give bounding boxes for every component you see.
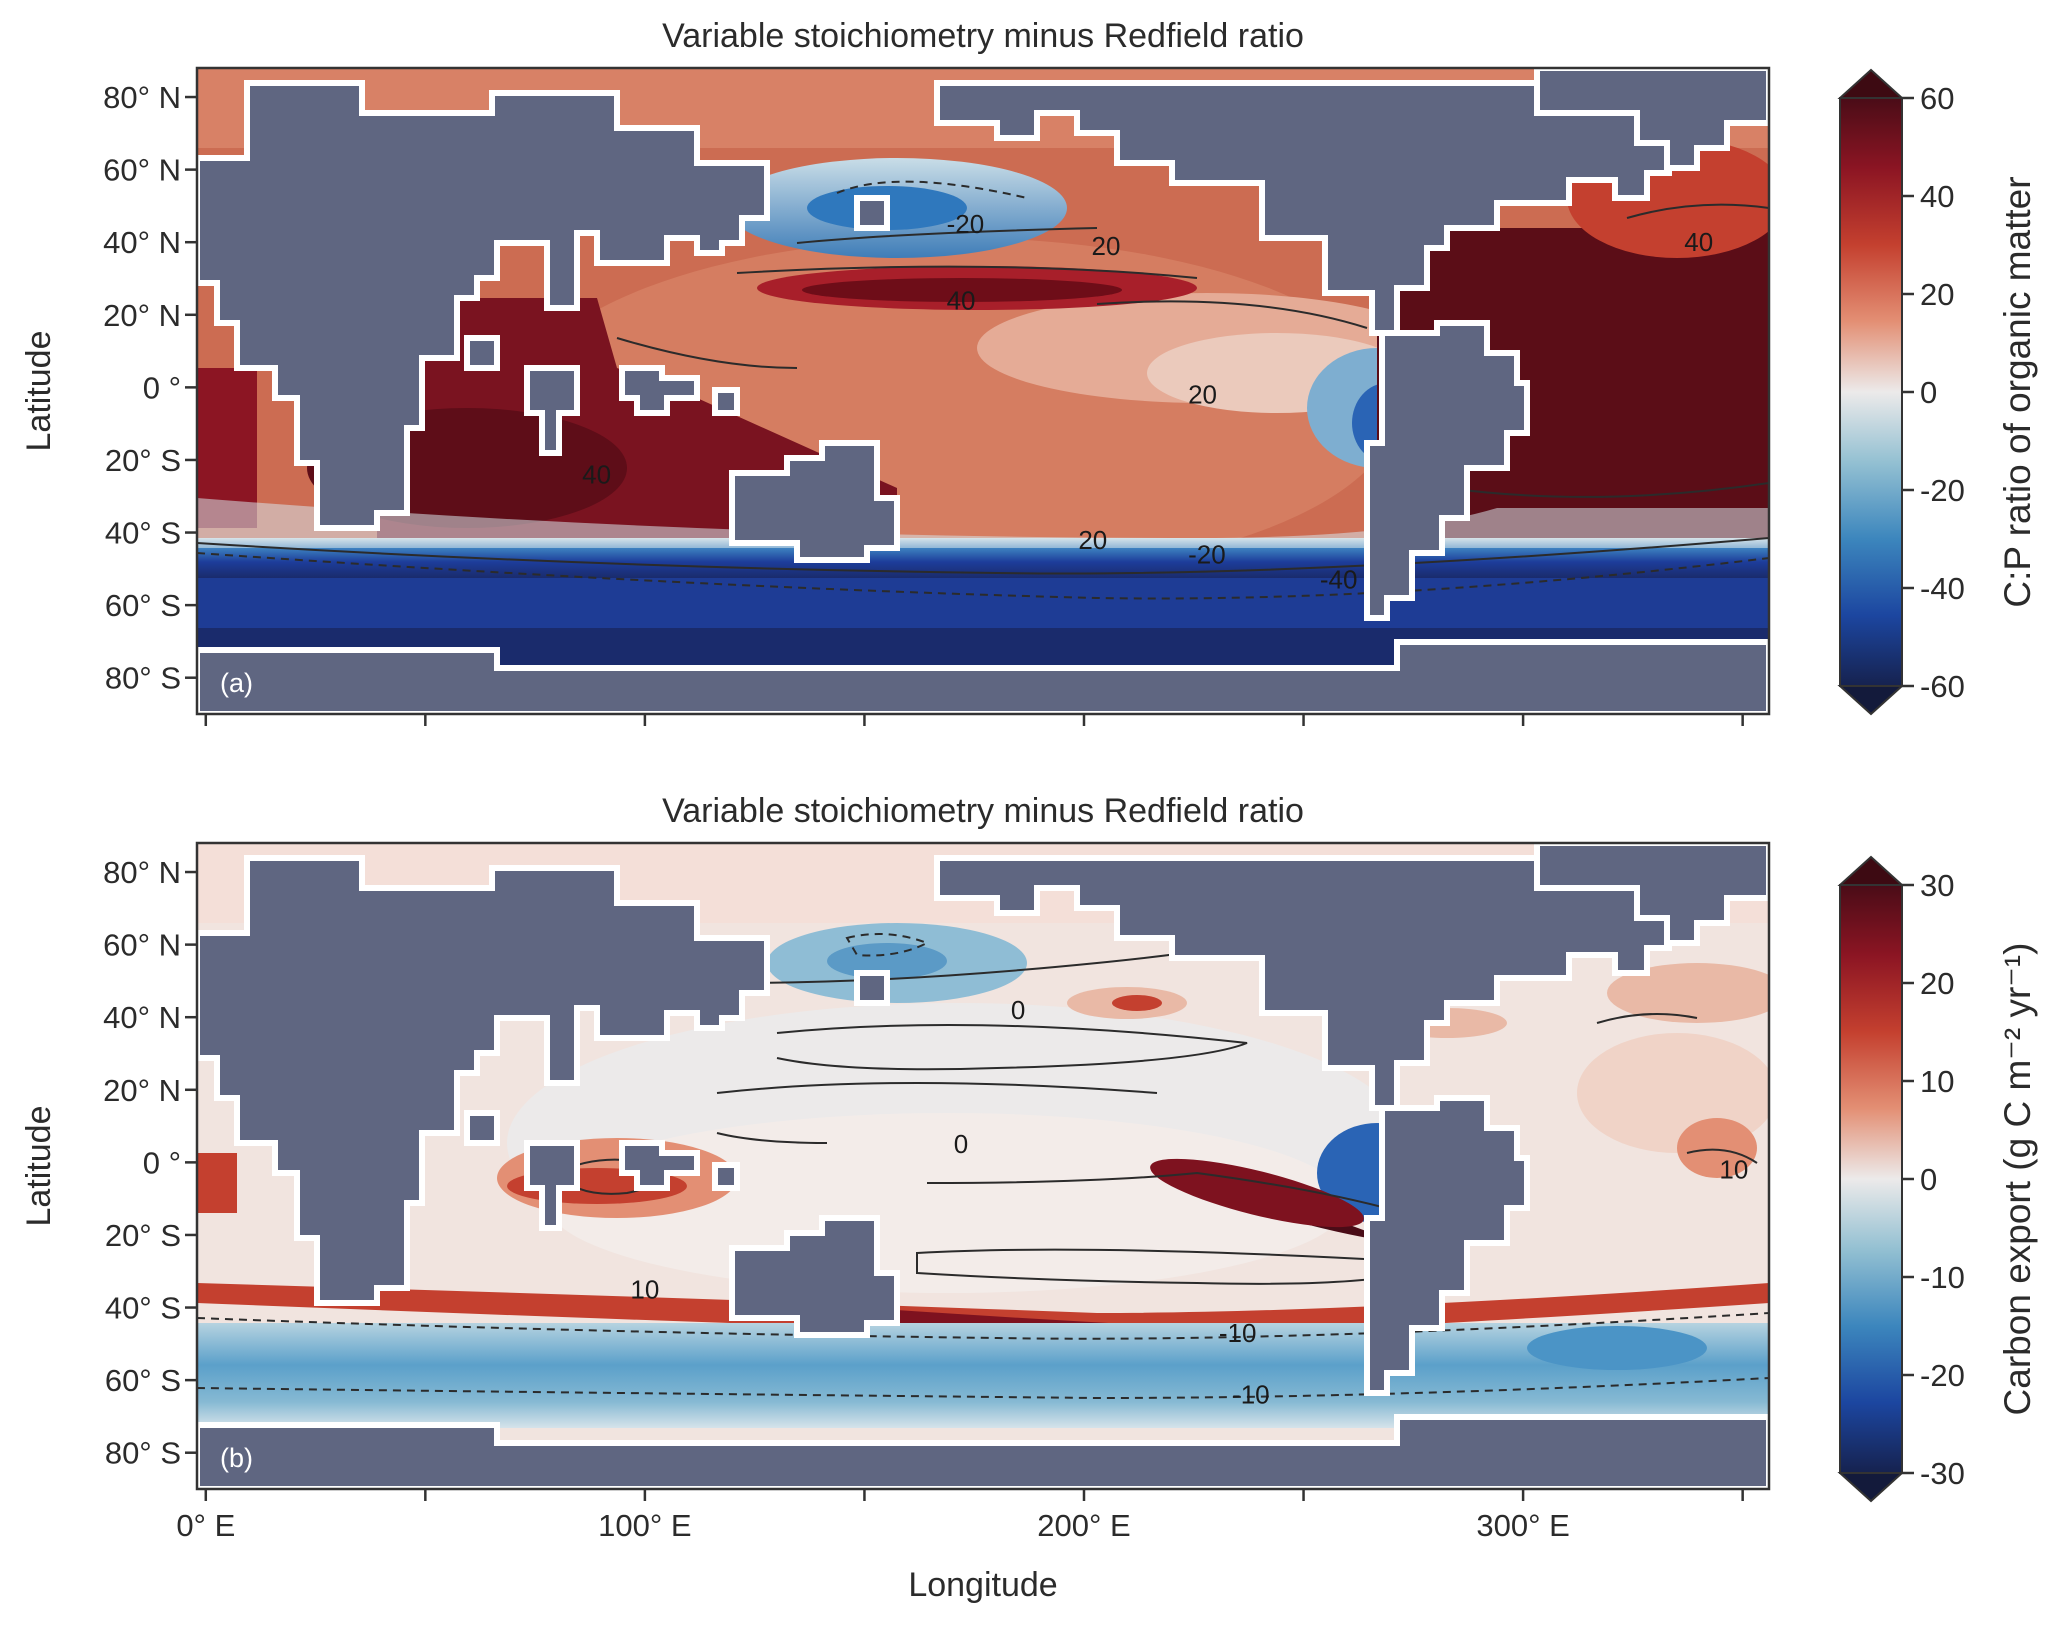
ytick-label: 40° S (105, 516, 181, 551)
xtick-label: 200° E (1037, 1508, 1130, 1543)
ytick-label: 0 ° (143, 370, 181, 405)
ytick-label: 20° N (103, 1073, 181, 1108)
panel-b-title: Variable stoichiometry minus Redfield ra… (662, 792, 1304, 830)
colorbar-b: 30 20 10 0 -10 -20 -30 Carbon export (g C m⁻² … (1837, 855, 2038, 1503)
panel-a-plot (197, 68, 1769, 714)
panel-a-contours (197, 180, 1769, 600)
ytick-label: 20° S (105, 443, 181, 478)
ytick-label: 60° N (103, 928, 181, 963)
contour-label: -20 (947, 209, 985, 239)
ytick-label: 40° S (105, 1291, 181, 1326)
ytick-label: 80° N (103, 80, 181, 115)
panel-a-yaxis: 80° N 60° N 40° N 20° N 0 ° 20° S 40° S 60° S 80… (103, 80, 197, 696)
panel-b-contour-labels: 0 0 10 10 -10 -10 (630, 995, 1748, 1410)
colorbar-tick-label: 0 (1920, 375, 1937, 410)
colorbar-tick-label: 20 (1920, 966, 1954, 1001)
colorbar-tick-label: 0 (1920, 1162, 1937, 1197)
panel-a-xaxis (204, 714, 1744, 726)
colorbar-a-bar (1839, 97, 1903, 687)
ytick-label: 80° N (103, 855, 181, 890)
contour-label: -20 (1188, 539, 1226, 569)
contour-label: 40 (947, 285, 976, 315)
panel-b-ylabel: Latitude (20, 1106, 58, 1227)
contour-label: 20 (1078, 525, 1107, 555)
panel-a-frame (195, 66, 1771, 716)
colorbar-a-extend-top (1837, 68, 1905, 99)
panel-a-contour-labels: -20 20 40 20 40 20 -20 -40 40 (582, 209, 1713, 595)
contour-label: 40 (1684, 227, 1713, 257)
colorbar-b-extend-bottom (1837, 1472, 1905, 1503)
ytick-label: 40° N (103, 225, 181, 260)
panel-a-title: Variable stoichiometry minus Redfield ra… (662, 17, 1304, 55)
colorbar-a: 60 40 20 0 -20 -40 -60 C:P ratio of organic ma… (1837, 68, 2038, 716)
colorbar-a-label: C:P ratio of organic matter (1997, 176, 2038, 607)
ytick-label: 0 ° (143, 1145, 181, 1180)
ytick-label: 60° S (105, 588, 181, 623)
panel-b-xaxis: 0° E 100° E 200° E 300° E (176, 1489, 1744, 1543)
colorbar-a-ticks: 60 40 20 0 -20 -40 -60 (1902, 81, 1965, 704)
colorbar-b-ticks: 30 20 10 0 -10 -20 -30 (1902, 868, 1965, 1491)
colorbar-tick-label: 30 (1920, 868, 1954, 903)
contour-label: 20 (1091, 231, 1120, 261)
xtick-label: 100° E (598, 1508, 691, 1543)
contour-label: 0 (954, 1129, 968, 1159)
colorbar-tick-label: -30 (1920, 1456, 1965, 1491)
panel-b-xlabel: Longitude (908, 1566, 1057, 1604)
panel-b: Variable stoichiometry minus Redfield ra… (20, 792, 2038, 1604)
panel-a-ylabel: Latitude (20, 331, 58, 452)
ytick-label: 40° N (103, 1000, 181, 1035)
contour-label: 10 (630, 1274, 659, 1304)
colorbar-tick-label: 10 (1920, 1064, 1954, 1099)
ytick-label: 80° S (105, 1436, 181, 1471)
colorbar-b-bar (1839, 884, 1903, 1474)
colorbar-tick-label: -60 (1920, 669, 1965, 704)
ytick-label: 20° N (103, 298, 181, 333)
contour-label: 0 (1011, 995, 1025, 1025)
panel-a-label: (a) (220, 668, 253, 698)
panel-a: Variable stoichiometry minus Redfield ra… (20, 17, 2038, 726)
ytick-label: 60° N (103, 153, 181, 188)
colorbar-b-extend-top (1837, 855, 1905, 886)
ytick-label: 60° S (105, 1363, 181, 1398)
colorbar-a-extend-bottom (1837, 685, 1905, 716)
ytick-label: 80° S (105, 661, 181, 696)
colorbar-tick-label: -10 (1920, 1260, 1965, 1295)
contour-label: 20 (1188, 380, 1217, 410)
colorbar-tick-label: -20 (1920, 1358, 1965, 1393)
panel-b-label: (b) (220, 1443, 253, 1473)
colorbar-tick-label: -20 (1920, 473, 1965, 508)
contour-label: -40 (1320, 565, 1358, 595)
colorbar-b-label: Carbon export (g C m⁻² yr⁻¹) (1997, 943, 2038, 1416)
contour-label: -10 (1219, 1318, 1257, 1348)
colorbar-tick-label: -40 (1920, 571, 1965, 606)
contour-label: 10 (1719, 1155, 1748, 1185)
colorbar-tick-label: 20 (1920, 277, 1954, 312)
colorbar-tick-label: 60 (1920, 81, 1954, 116)
panel-b-frame (195, 841, 1771, 1491)
panel-b-yaxis: 80° N 60° N 40° N 20° N 0 ° 20° S 40° S 60° S 80… (103, 855, 197, 1471)
xtick-label: 300° E (1476, 1508, 1569, 1543)
xtick-label: 0° E (176, 1508, 235, 1543)
colorbar-tick-label: 40 (1920, 179, 1954, 214)
ytick-label: 20° S (105, 1218, 181, 1253)
contour-label: 40 (582, 459, 611, 489)
contour-label: -10 (1232, 1380, 1270, 1410)
panel-b-plot (197, 843, 1769, 1489)
